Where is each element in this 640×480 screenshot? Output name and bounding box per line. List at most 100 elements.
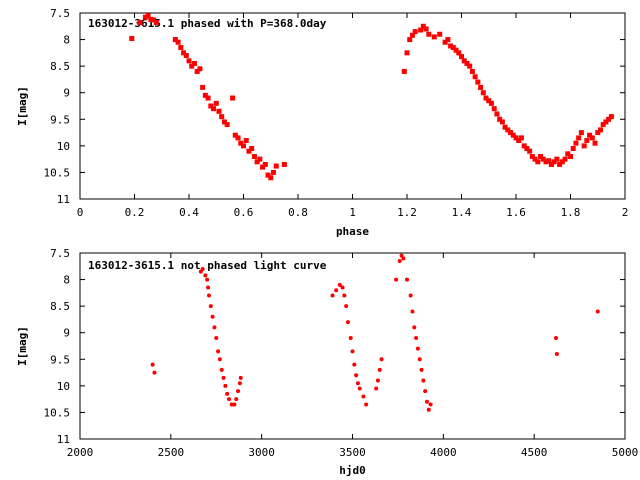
data-point <box>589 135 595 141</box>
data-point <box>508 130 514 136</box>
data-point <box>178 45 184 51</box>
data-point <box>597 127 603 133</box>
data-point <box>532 156 538 162</box>
data-point <box>497 116 503 122</box>
data-point <box>397 258 402 263</box>
data-point <box>216 108 222 114</box>
y-tick-label: 8.5 <box>50 300 70 313</box>
data-point <box>483 95 489 101</box>
data-point <box>334 288 339 293</box>
data-point <box>600 122 606 128</box>
data-point <box>606 116 612 122</box>
y-tick-label: 7.5 <box>50 7 70 20</box>
data-point <box>219 367 224 372</box>
plot-frame-1 <box>79 12 626 200</box>
data-point <box>559 159 565 165</box>
data-point <box>211 106 217 112</box>
data-point <box>461 58 467 64</box>
data-point <box>535 159 541 165</box>
x-tick-label: 0.8 <box>288 206 308 219</box>
data-point <box>442 39 448 45</box>
data-point <box>205 277 210 282</box>
data-point <box>576 135 582 141</box>
x-tick-label: 1.8 <box>561 206 581 219</box>
data-point <box>414 336 419 341</box>
plot-frame-2 <box>79 252 626 440</box>
data-point <box>232 402 237 407</box>
data-point <box>235 135 241 141</box>
data-point <box>491 106 497 112</box>
data-point <box>423 26 429 32</box>
y-tick-label: 9.5 <box>50 353 70 366</box>
data-point <box>557 161 563 167</box>
data-point <box>232 132 238 138</box>
data-point <box>472 74 478 80</box>
data-point <box>405 277 409 282</box>
data-point <box>423 389 428 394</box>
data-point <box>210 314 215 319</box>
data-point <box>213 100 219 106</box>
data-point <box>426 407 431 412</box>
data-point <box>592 140 598 146</box>
data-point <box>350 349 355 354</box>
data-point <box>437 31 443 37</box>
data-point <box>273 163 279 169</box>
x-tick-label: 1.6 <box>506 206 526 219</box>
data-point <box>409 32 415 38</box>
data-point <box>448 43 454 49</box>
data-point <box>214 336 219 341</box>
data-point <box>521 143 527 149</box>
data-point <box>208 103 214 109</box>
data-point <box>344 304 349 309</box>
data-point <box>595 130 601 136</box>
data-point <box>153 20 159 26</box>
data-point <box>595 309 600 314</box>
x-tick-label: 4500 <box>521 446 548 459</box>
y-tick-label: 9 <box>63 327 70 340</box>
data-point <box>330 293 335 298</box>
data-point <box>357 386 362 391</box>
data-point <box>464 60 470 66</box>
data-point <box>237 381 242 386</box>
data-point <box>340 285 345 290</box>
data-point <box>554 156 560 162</box>
data-point <box>238 375 243 380</box>
data-point <box>494 111 500 117</box>
data-point <box>241 143 246 149</box>
x-tick-label: 5000 <box>612 446 639 459</box>
data-point <box>151 17 157 23</box>
data-point <box>352 362 357 367</box>
data-point <box>268 175 274 181</box>
data-point <box>587 132 593 138</box>
data-point <box>172 37 178 43</box>
data-point <box>546 158 552 164</box>
data-point <box>216 349 221 354</box>
data-point <box>424 399 429 404</box>
data-point <box>197 66 203 72</box>
data-point <box>478 84 484 90</box>
chart-title: 163012-3615.1 phased with P=368.0day <box>88 17 327 30</box>
data-point <box>467 63 473 69</box>
y-tick-label: 9.5 <box>50 113 70 126</box>
data-point <box>221 375 226 380</box>
y-axis-label: I[mag] <box>16 326 29 366</box>
data-point <box>551 159 557 165</box>
x-tick-label: 0.4 <box>179 206 199 219</box>
data-point <box>377 367 382 372</box>
data-point <box>568 153 573 159</box>
data-point <box>226 397 231 402</box>
data-point <box>570 146 576 152</box>
data-point <box>499 119 505 125</box>
data-point <box>219 114 225 120</box>
y-tick-label: 7.5 <box>50 247 70 260</box>
data-point <box>431 34 437 40</box>
data-point <box>562 156 568 162</box>
data-point <box>578 130 584 136</box>
data-point <box>527 148 533 154</box>
data-point <box>529 153 535 159</box>
x-tick-label: 0.2 <box>125 206 145 219</box>
data-point <box>417 357 422 362</box>
data-point <box>453 47 459 53</box>
data-point <box>445 37 451 43</box>
y-tick-label: 11 <box>57 193 70 206</box>
